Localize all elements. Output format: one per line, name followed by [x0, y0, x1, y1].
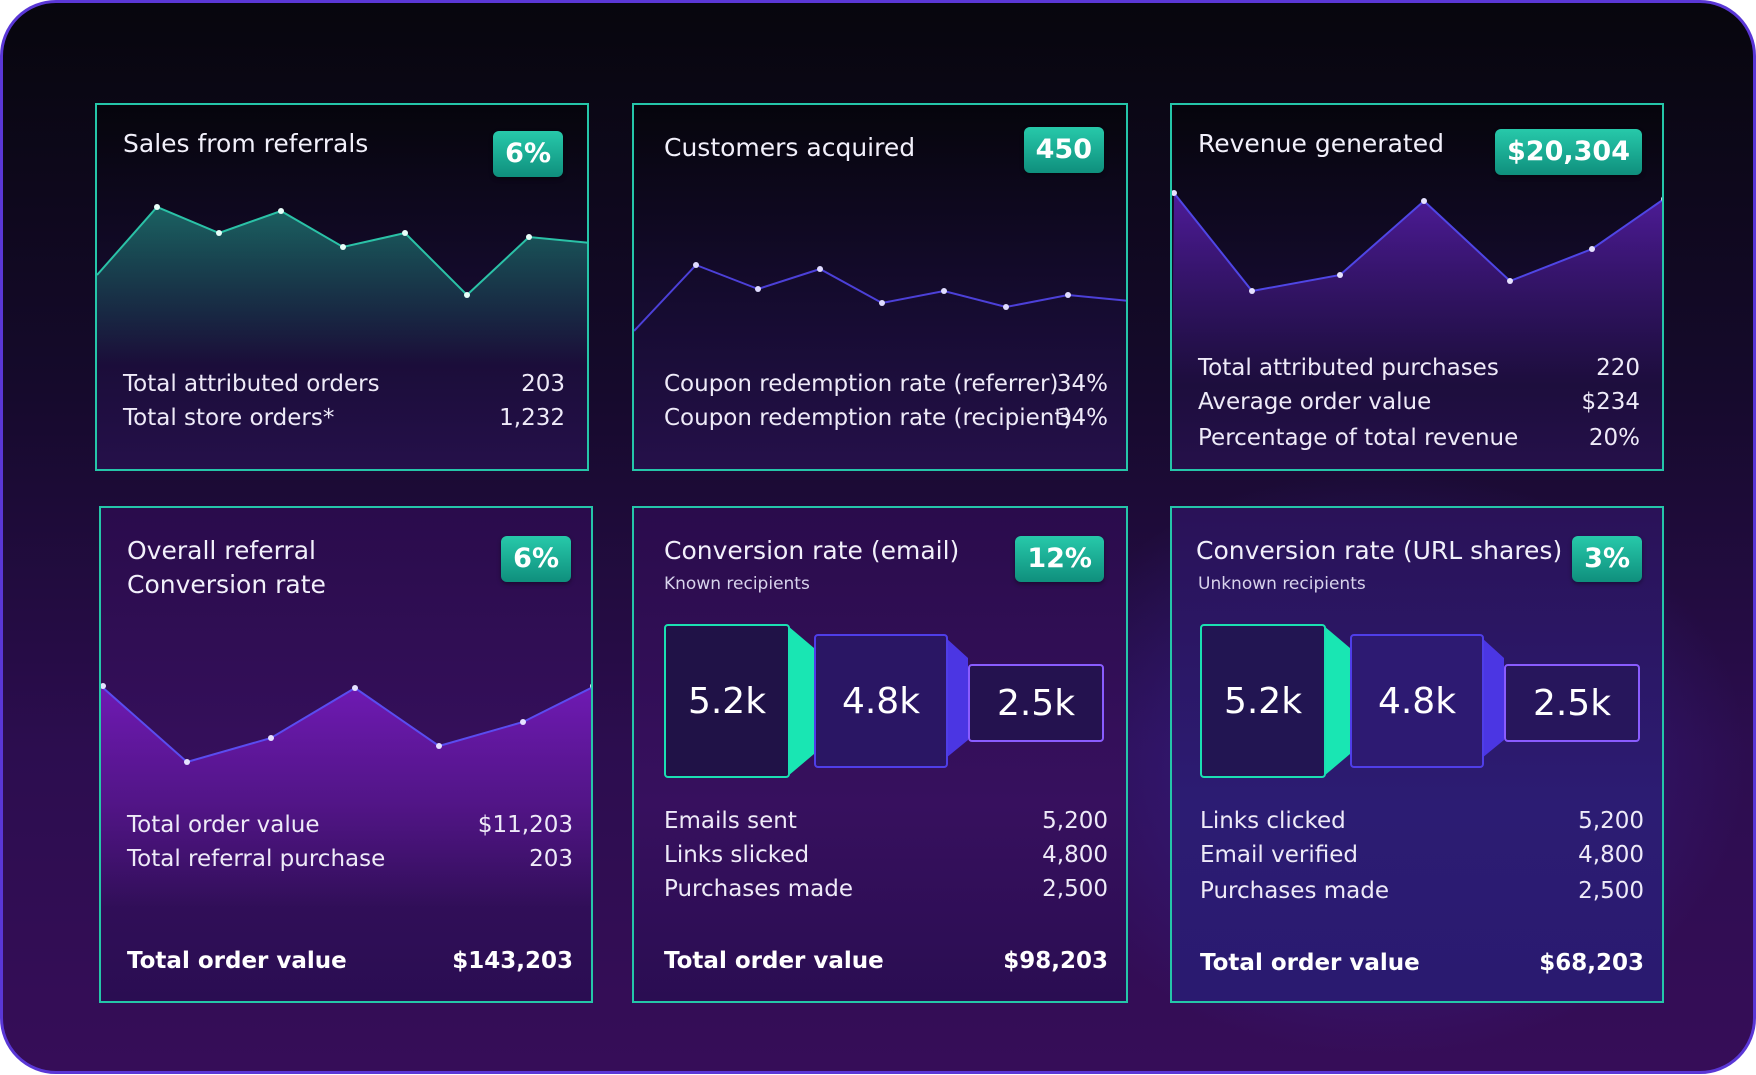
card-title: Revenue generated: [1198, 129, 1444, 158]
card-title: Overall referral: [127, 536, 316, 565]
funnel-step-clicked: 5.2k: [1200, 624, 1326, 778]
area-chart: [1172, 190, 1662, 385]
card-subtitle: Known recipients: [664, 574, 810, 594]
percentage-badge: 6%: [493, 131, 563, 177]
card-conversion-email: Conversion rate (email) Known recipients…: [632, 506, 1128, 1003]
percentage-badge: 12%: [1015, 536, 1104, 582]
card-revenue-generated: Revenue generated $20,304 Total attribut…: [1170, 103, 1664, 471]
area-chart: [97, 204, 587, 365]
card-title: Customers acquired: [664, 133, 916, 162]
funnel-step-purchased: 2.5k: [968, 664, 1104, 742]
conversion-funnel: 5.2k 4.8k 2.5k: [1200, 624, 1644, 784]
revenue-badge: $20,304: [1495, 129, 1642, 175]
card-title: Sales from referrals: [123, 129, 369, 158]
area-chart: [101, 683, 591, 908]
count-badge: 450: [1023, 127, 1104, 173]
funnel-step-clicked: 4.8k: [814, 634, 948, 768]
card-subtitle: Unknown recipients: [1198, 574, 1366, 594]
card-conversion-url-shares: Conversion rate (URL shares) Unknown rec…: [1170, 506, 1664, 1003]
card-overall-referral-conversion: Overall referral Conversion rate 6% Tota…: [99, 506, 593, 1003]
card-title: Conversion rate (email): [664, 536, 960, 565]
percentage-badge: 6%: [501, 536, 571, 582]
funnel-step-sent: 5.2k: [664, 624, 790, 778]
conversion-funnel: 5.2k 4.8k 2.5k: [664, 624, 1108, 784]
card-customers-acquired: Customers acquired 450 Coupon redemption…: [632, 103, 1128, 471]
card-title-line2: Conversion rate: [127, 570, 326, 599]
card-sales-from-referrals: Sales from referrals 6% Total attributed…: [95, 103, 589, 471]
funnel-step-purchased: 2.5k: [1504, 664, 1640, 742]
card-title: Conversion rate (URL shares): [1196, 536, 1563, 565]
funnel-step-verified: 4.8k: [1350, 634, 1484, 768]
line-chart: [634, 262, 1126, 332]
percentage-badge: 3%: [1572, 536, 1642, 582]
